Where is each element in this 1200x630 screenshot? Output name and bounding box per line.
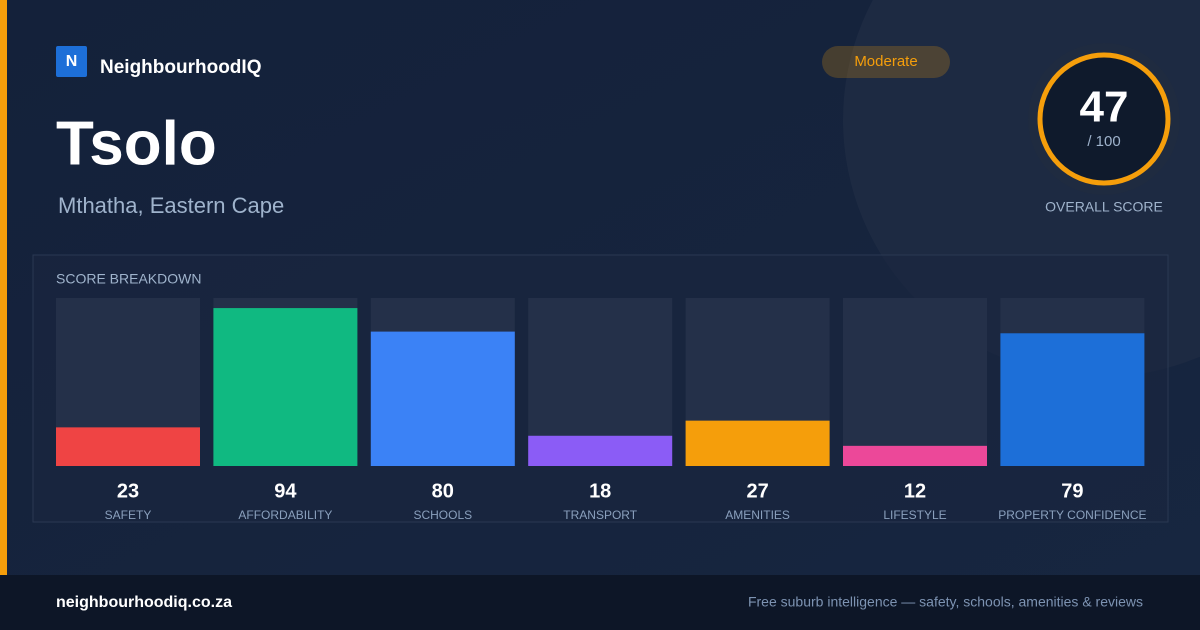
category-label: AMENITIES [725, 508, 790, 522]
category-label: SAFETY [105, 508, 152, 522]
bar [56, 427, 200, 466]
accent-stripe [0, 0, 7, 575]
value-label: 27 [746, 480, 768, 502]
bar [843, 445, 987, 466]
footer [0, 575, 1200, 630]
value-label: 23 [117, 480, 139, 502]
category-label: TRANSPORT [563, 508, 637, 522]
footer-site: neighbourhoodiq.co.za [56, 594, 232, 611]
place-region: Mthatha, Eastern Cape [58, 193, 284, 218]
logo [56, 46, 87, 77]
value-label: 18 [589, 480, 611, 502]
bar [528, 435, 673, 466]
bar [213, 308, 358, 466]
brand: NeighbourhoodIQ [100, 57, 261, 78]
bar-track [843, 298, 987, 466]
value-label: 12 [904, 480, 926, 502]
bar [1000, 333, 1145, 466]
bar [370, 331, 515, 466]
category-label: SCHOOLS [413, 508, 472, 522]
value-label: 80 [432, 480, 454, 502]
logo-letter: N [66, 53, 78, 70]
category-label: AFFORDABILITY [238, 508, 332, 522]
place-name: Tsolo [56, 109, 217, 178]
chart-title: SCORE BREAKDOWN [56, 271, 201, 287]
category-label: PROPERTY CONFIDENCE [998, 508, 1146, 522]
overall-score: 47 [1080, 83, 1129, 132]
category-label: LIFESTYLE [883, 508, 946, 522]
badge [822, 46, 950, 78]
bar [685, 420, 830, 466]
footer-tagline: Free suburb intelligence — safety, schoo… [748, 594, 1143, 610]
value-label: 79 [1061, 480, 1083, 502]
score-label: OVERALL SCORE [1045, 199, 1163, 215]
gauge-ring [1037, 52, 1171, 186]
score-out-of: / 100 [1087, 133, 1120, 150]
value-label: 94 [274, 480, 297, 502]
badge-text: Moderate [854, 53, 917, 70]
